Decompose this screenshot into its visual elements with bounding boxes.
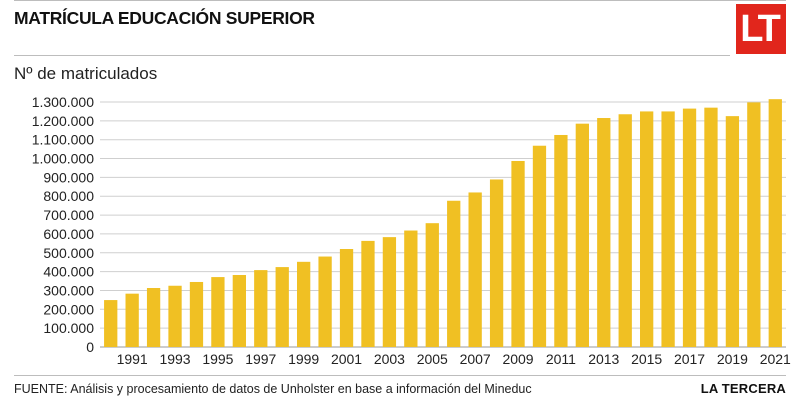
bar-2007 — [468, 192, 482, 347]
y-tick-label: 500.000 — [43, 245, 94, 261]
bar-1999 — [297, 261, 311, 347]
bar-2006 — [447, 200, 461, 347]
bar-2014 — [618, 114, 632, 347]
y-tick-label: 200.000 — [43, 301, 94, 317]
y-tick-labels: 0 100.000 200.000 300.000 400.000 500.000 600.… — [32, 94, 95, 355]
bar-1997 — [254, 270, 268, 347]
y-tick-label: 700.000 — [43, 207, 94, 223]
x-tick-label: 2013 — [588, 351, 619, 367]
bar-2018 — [704, 107, 718, 348]
bar-2003 — [382, 237, 397, 347]
y-tick-label: 1.200.000 — [32, 113, 94, 129]
y-tick-label: 0 — [86, 339, 94, 355]
y-tick-label: 800.000 — [43, 188, 94, 204]
y-tick-label: 300.000 — [43, 282, 94, 298]
x-tick-label: 2015 — [631, 351, 662, 367]
x-tick-labels: 1991 1993 1995 1997 1999 2001 2003 2005 2007 2009… — [117, 351, 791, 367]
bar-2016 — [661, 111, 675, 347]
x-tick-label: 2007 — [460, 351, 491, 367]
bar-2010 — [532, 145, 547, 347]
x-tick-label: 1999 — [288, 351, 319, 367]
bar-2002 — [361, 240, 375, 347]
title-rule — [14, 55, 730, 56]
x-tick-label: 2003 — [374, 351, 405, 367]
source-note: FUENTE: Análisis y procesamiento de dato… — [14, 382, 532, 396]
y-tick-label: 900.000 — [43, 169, 94, 185]
x-tick-label: 1995 — [202, 351, 233, 367]
bar-1995 — [211, 277, 225, 347]
bar-2005 — [425, 223, 439, 347]
bar-2000 — [318, 256, 332, 347]
bar-1994 — [189, 281, 204, 347]
bar-2015 — [640, 111, 654, 347]
footer-rule — [14, 375, 786, 376]
la-tercera-logo: LT — [736, 4, 786, 54]
bar-1993 — [168, 285, 182, 347]
y-axis-label: Nº de matriculados — [14, 64, 158, 83]
y-tick-label: 1.300.000 — [32, 94, 94, 110]
bars — [104, 99, 782, 348]
bar-1992 — [146, 288, 161, 347]
bar-2020 — [747, 102, 761, 347]
bar-2012 — [575, 123, 589, 347]
bar-2019 — [725, 116, 740, 347]
x-tick-label: 2001 — [331, 351, 362, 367]
brand-name: LA TERCERA — [700, 381, 786, 396]
top-rule — [14, 0, 786, 1]
logo-text: LT — [740, 8, 781, 50]
bar-2011 — [554, 134, 568, 347]
bar-2008 — [489, 179, 504, 347]
x-tick-label: 1991 — [117, 351, 148, 367]
y-tick-label: 100.000 — [43, 320, 94, 336]
x-tick-label: 2017 — [674, 351, 705, 367]
x-tick-label: 1993 — [159, 351, 190, 367]
bar-2009 — [511, 160, 525, 347]
y-tick-label: 600.000 — [43, 226, 94, 242]
x-tick-label: 2005 — [417, 351, 448, 367]
x-tick-label: 2019 — [717, 351, 748, 367]
chart-title: MATRÍCULA EDUCACIÓN SUPERIOR — [14, 8, 315, 28]
y-tick-label: 1.100.000 — [32, 132, 94, 148]
y-tick-label: 1.000.000 — [32, 151, 94, 167]
y-tick-label: 400.000 — [43, 264, 94, 280]
bar-2001 — [339, 249, 354, 347]
bar-1991 — [125, 293, 139, 347]
bar-2004 — [404, 230, 418, 347]
bar-2017 — [682, 108, 697, 347]
bar-1996 — [232, 275, 246, 347]
x-tick-label: 2011 — [546, 351, 576, 367]
bar-2013 — [597, 118, 611, 348]
bar-2021 — [768, 99, 782, 347]
x-tick-label: 1997 — [245, 351, 276, 367]
x-tick-label: 2021 — [760, 351, 791, 367]
bar-1990 — [104, 300, 118, 347]
x-tick-label: 2009 — [502, 351, 533, 367]
bar-1998 — [275, 267, 289, 347]
